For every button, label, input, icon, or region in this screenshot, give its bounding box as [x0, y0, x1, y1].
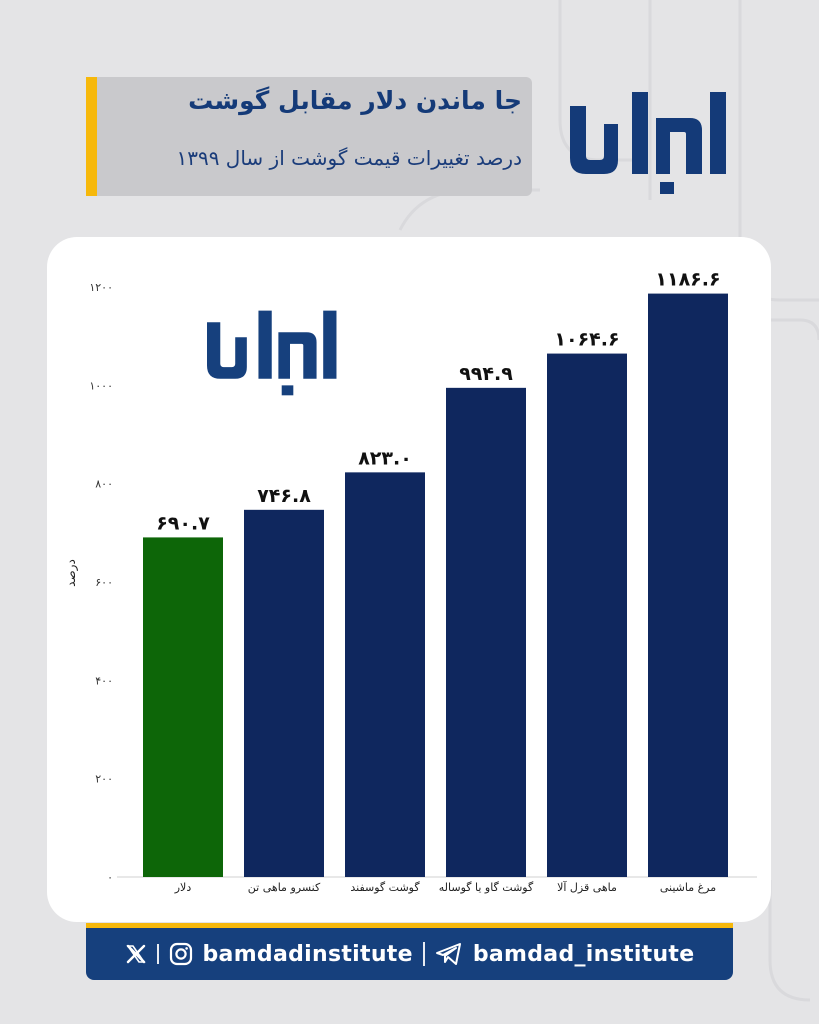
page-title: جا ماندن دلار مقابل گوشت [188, 86, 522, 115]
y-axis-label: درصد [64, 559, 79, 587]
category-label: ماهی قزل آلا [557, 880, 617, 894]
instagram-handle[interactable]: bamdadinstitute [202, 941, 413, 967]
bamdad-logo [570, 92, 726, 194]
footer-accent-line [86, 923, 733, 928]
y-tick-label: ۱۲۰۰ [89, 281, 113, 294]
bar [648, 293, 728, 877]
chart-card: درصد ۰ ۲۰۰ ۴۰۰ ۶۰۰ ۸۰۰ ۱۰۰۰ ۱۲۰۰ ۶۹۰.۷ دلار ۷۴۶.… [47, 237, 771, 922]
footer-social-links: bamdadinstitute bamdad_institute [86, 928, 733, 980]
category-label: مرغ ماشینی [660, 881, 716, 894]
page-subtitle: درصد تغییرات قیمت گوشت از سال ۱۳۹۹ [176, 146, 522, 170]
y-tick-label: ۲۰۰ [95, 773, 113, 786]
bar [446, 387, 526, 877]
value-label: ۷۴۶.۸ [257, 485, 311, 507]
header-panel [86, 77, 532, 196]
watermark-logo [207, 310, 337, 396]
value-label: ۹۹۴.۹ [459, 363, 513, 385]
value-label: ۱۰۶۴.۶ [554, 329, 619, 351]
header-accent-bar [86, 77, 97, 196]
category-label: گوشت گوسفند [350, 881, 420, 894]
bar [244, 509, 324, 877]
y-tick-label: ۶۰۰ [95, 576, 113, 589]
footer-separator [422, 942, 425, 966]
y-tick-label: ۰ [107, 871, 113, 884]
telegram-handle[interactable]: bamdad_institute [472, 941, 695, 967]
bar [143, 537, 223, 877]
y-tick-label: ۱۰۰۰ [89, 379, 113, 392]
instagram-icon[interactable] [169, 942, 193, 966]
bar [547, 353, 627, 877]
telegram-icon[interactable] [435, 942, 463, 966]
value-label: ۸۲۳.۰ [358, 447, 412, 469]
y-tick-label: ۸۰۰ [95, 478, 113, 491]
x-icon[interactable] [125, 943, 147, 965]
value-label: ۱۱۸۶.۶ [655, 269, 720, 291]
category-label: کنسرو ماهی تن [248, 881, 321, 894]
footer-bar [86, 923, 733, 980]
footer-separator [156, 944, 159, 964]
value-label: ۶۹۰.۷ [156, 512, 210, 534]
y-tick-label: ۴۰۰ [95, 674, 113, 687]
bar-chart: درصد ۰ ۲۰۰ ۴۰۰ ۶۰۰ ۸۰۰ ۱۰۰۰ ۱۲۰۰ ۶۹۰.۷ دلار ۷۴۶.… [64, 269, 757, 894]
category-label: دلار [174, 881, 192, 894]
category-label: گوشت گاو یا گوساله [439, 881, 534, 894]
bar [345, 472, 425, 877]
